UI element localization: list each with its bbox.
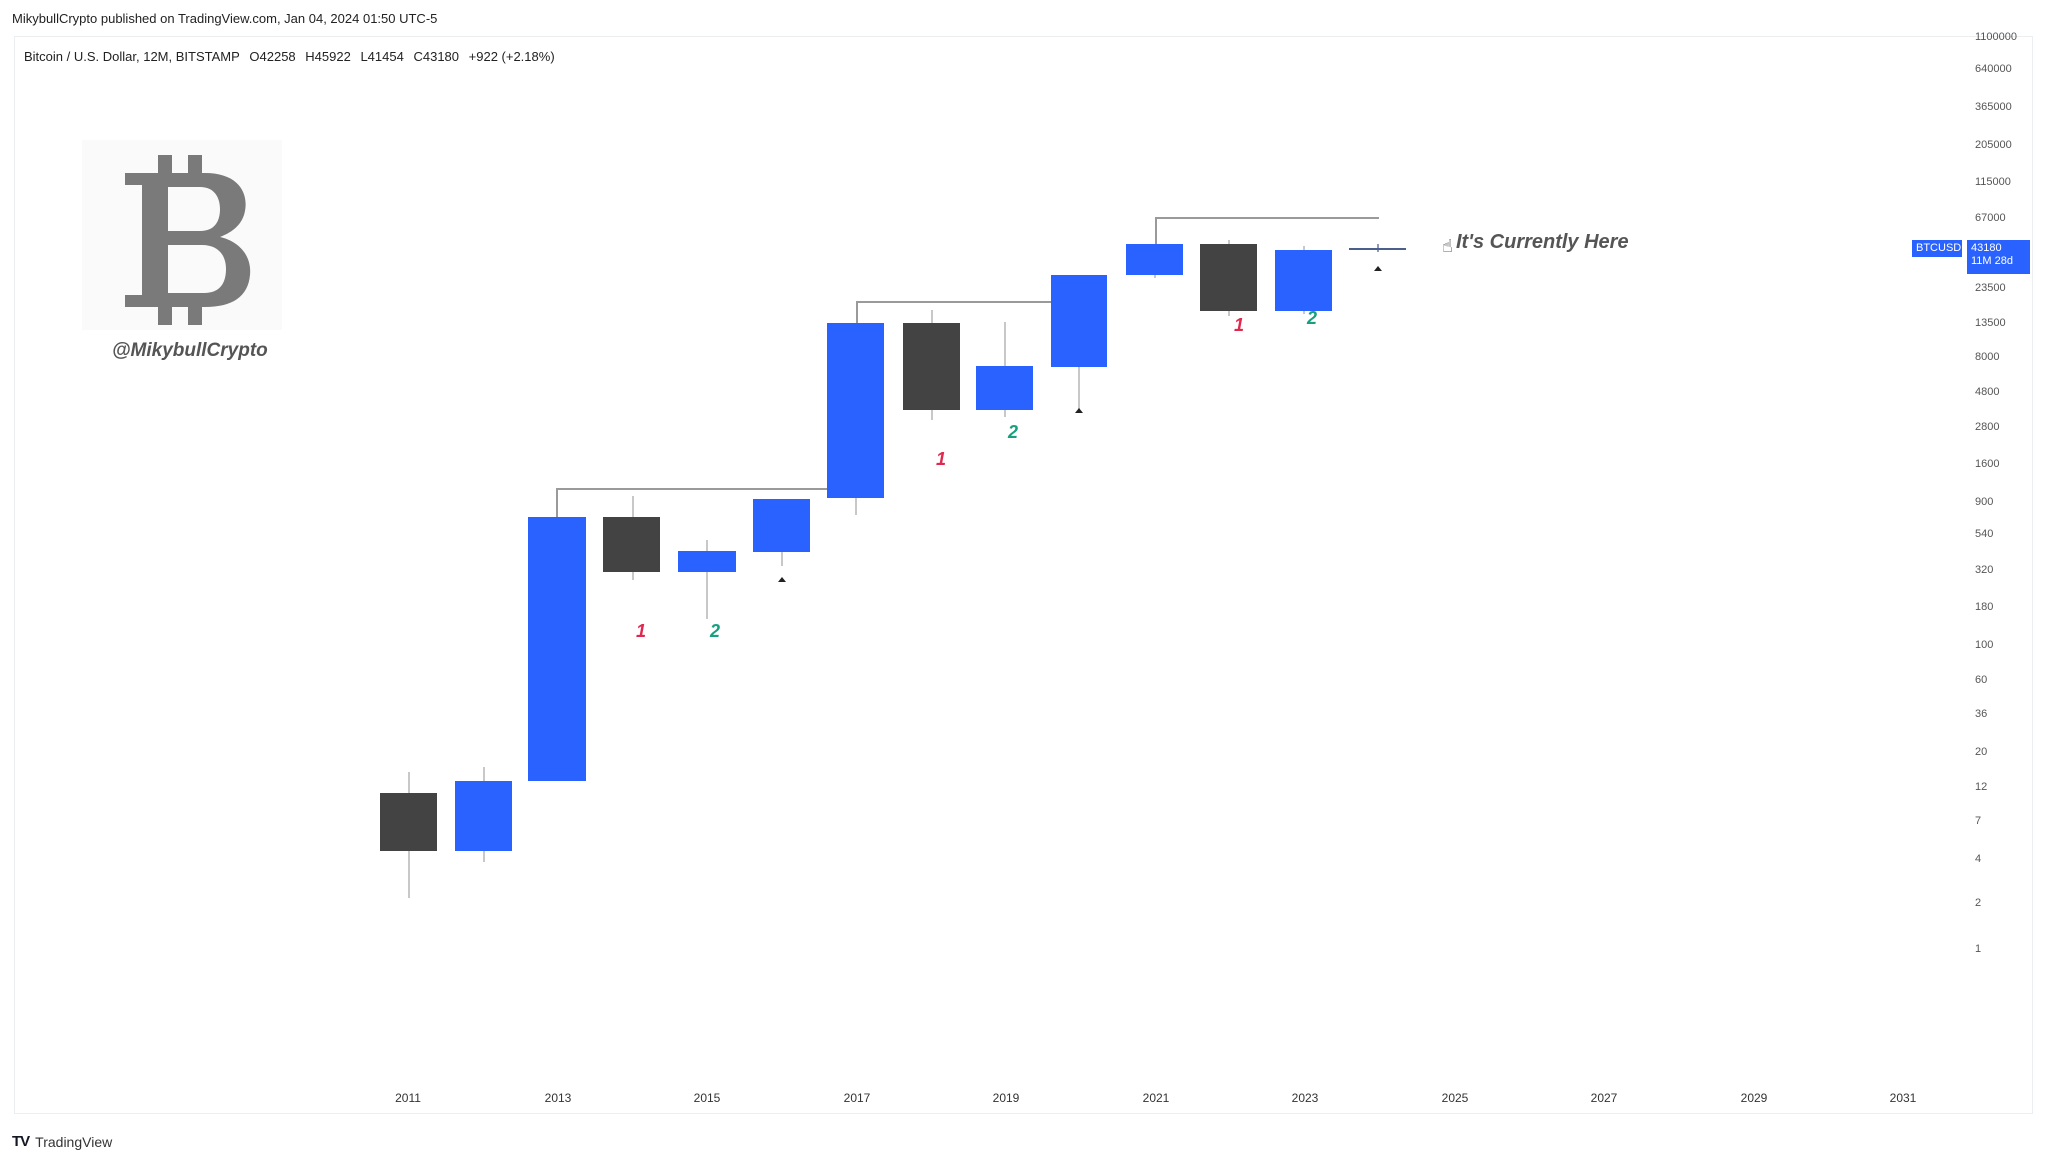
watermark-handle: @MikybullCrypto [112,340,268,361]
level-line-2017[interactable] [856,301,1052,303]
low-marker-2024 [1374,266,1382,271]
tradingview-logo-icon: TV [12,1133,30,1150]
level-line-2017-vertical [856,301,858,325]
low-marker-2020 [1075,408,1083,413]
symbol-tag: BTCUSD [1912,240,1962,257]
annotation-text[interactable]: It's Currently Here [1456,231,1629,253]
chart-frame[interactable] [14,36,2033,1114]
cycle-label-2023: 2 [1307,308,1318,328]
bar-countdown: 11M 28d [1971,255,2013,267]
ohlc-low: L41454 [360,49,404,64]
level-line-2021[interactable] [1155,217,1379,219]
ohlc-high: H45922 [305,49,351,64]
publish-line: MikybullCrypto published on TradingView.… [12,11,438,26]
cycle-label-2014: 1 [636,621,647,641]
last-price: 43180 [1971,242,2002,254]
cycle-label-2019: 2 [1008,422,1019,442]
level-line-2013[interactable] [556,488,828,490]
tradingview-label: TradingView [35,1133,113,1150]
low-marker-2016 [778,577,786,582]
cycle-label-2015: 2 [710,621,721,641]
ohlc-change: +922 (+2.18%) [468,49,555,64]
symbol-legend: Bitcoin / U.S. Dollar, 12M, BITSTAMP O42… [24,49,561,64]
ohlc-close: C43180 [413,49,460,64]
price-tag: 43180 11M 28d [1967,240,2030,274]
cycle-label-2018: 1 [936,449,947,469]
symbol-name: Bitcoin / U.S. Dollar, 12M, BITSTAMP [24,49,240,64]
cycle-label-2022: 1 [1234,315,1245,335]
ohlc-open: O42258 [249,49,296,64]
level-line-2013-vertical [556,488,558,518]
pointing-hand-cursor-icon: ☝ [1442,236,1453,256]
footer-brand[interactable]: TV TradingView [12,1133,112,1150]
bitcoin-b-icon [125,155,251,325]
level-line-2021-vertical [1155,217,1157,245]
